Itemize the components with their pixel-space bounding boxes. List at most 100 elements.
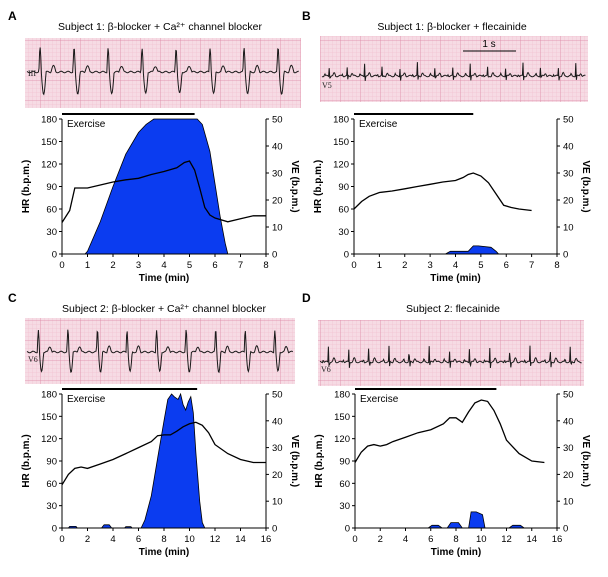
- y-tick-label-left: 60: [46, 205, 57, 216]
- hr-line: [353, 172, 532, 212]
- x-tick-label: 4: [403, 534, 408, 545]
- panel-letter-d: D: [302, 291, 311, 305]
- ve-area: [426, 511, 526, 529]
- y-axis-title-left: HR (b.p.m.): [21, 434, 32, 487]
- y-axis-title-left: HR (b.p.m.): [21, 160, 32, 213]
- y-tick-label-right: 40: [563, 416, 574, 427]
- ecg-strip-c: V6: [25, 318, 295, 384]
- panel-c-title: Subject 2: β-blocker + Ca²⁺ channel bloc…: [62, 303, 266, 315]
- y-tick-label-left: 30: [46, 501, 57, 512]
- x-tick-label: 2: [402, 260, 407, 271]
- y-axis-title-right: VE (b.p.m.): [289, 435, 300, 487]
- y-tick-label-left: 120: [41, 160, 57, 171]
- y-tick-label-right: 0: [563, 250, 568, 261]
- x-tick-label: 16: [552, 534, 563, 545]
- x-tick-label: 3: [136, 260, 141, 271]
- y-tick-label-left: 180: [41, 115, 57, 126]
- x-tick-label: 0: [352, 534, 357, 545]
- x-tick-label: 10: [476, 534, 487, 545]
- y-tick-label-left: 90: [46, 182, 57, 193]
- x-tick-label: 14: [235, 534, 246, 545]
- x-axis-title: Time (min): [431, 547, 481, 558]
- y-axis-title-left: HR (b.p.m.): [314, 434, 325, 487]
- x-axis-title: Time (min): [139, 273, 189, 284]
- y-tick-label-left: 150: [333, 137, 349, 148]
- y-tick-label-left: 180: [334, 390, 350, 401]
- y-axis-title-right: VE (b.p.m.): [580, 435, 591, 487]
- x-tick-label: 8: [263, 260, 268, 271]
- y-tick-label-right: 10: [272, 223, 283, 234]
- exercise-label: Exercise: [360, 394, 399, 405]
- y-tick-label-right: 10: [563, 497, 574, 508]
- x-tick-label: 3: [427, 260, 432, 271]
- x-tick-label: 4: [453, 260, 458, 271]
- y-tick-label-right: 20: [563, 196, 574, 207]
- plot-a: 0 1 2 3 4 5 6 7 8030609012015018001020304050Time…: [21, 113, 300, 284]
- y-tick-label-right: 10: [272, 497, 283, 508]
- y-tick-label-right: 30: [563, 443, 574, 454]
- y-tick-label-left: 120: [334, 434, 350, 445]
- plot-d: 0 2 4 6 8 10 12 14 16030609012015018001020304050…: [314, 388, 591, 558]
- x-tick-label: 0: [59, 260, 64, 271]
- y-tick-label-left: 180: [41, 390, 57, 401]
- panel-a-title: Subject 1: β-blocker + Ca²⁺ channel bloc…: [58, 21, 262, 33]
- hr-line: [61, 421, 266, 486]
- y-tick-label-right: 10: [563, 223, 574, 234]
- y-tick-label-left: 30: [339, 501, 350, 512]
- x-tick-label: 0: [351, 260, 356, 271]
- x-tick-label: 6: [136, 534, 141, 545]
- x-tick-label: 1: [85, 260, 90, 271]
- y-tick-label-left: 90: [46, 457, 57, 468]
- y-tick-label-right: 20: [272, 470, 283, 481]
- x-tick-label: 6: [212, 260, 217, 271]
- panel-d: D Subject 2: flecainide V6 0 2 4 6 8 10 12 14 16…: [302, 291, 591, 558]
- y-tick-label-left: 150: [334, 412, 350, 423]
- x-tick-label: 6: [504, 260, 509, 271]
- y-tick-label-left: 60: [46, 479, 57, 490]
- x-tick-label: 14: [526, 534, 537, 545]
- y-tick-label-right: 40: [272, 142, 283, 153]
- y-tick-label-left: 0: [344, 250, 349, 261]
- x-tick-label: 2: [85, 534, 90, 545]
- ve-area: [445, 245, 500, 255]
- x-axis-title: Time (min): [430, 273, 480, 284]
- y-axis-title-right: VE (b.p.m.): [289, 160, 300, 212]
- y-tick-label-left: 150: [41, 137, 57, 148]
- x-tick-label: 12: [210, 534, 221, 545]
- y-tick-label-left: 0: [52, 250, 57, 261]
- y-tick-label-left: 90: [339, 457, 350, 468]
- y-tick-label-right: 40: [272, 416, 283, 427]
- ecg-lead-label-c: V6: [28, 355, 38, 364]
- y-tick-label-right: 20: [272, 196, 283, 207]
- x-tick-label: 4: [110, 534, 115, 545]
- ecg-lead-label-a: III: [28, 69, 36, 78]
- y-tick-label-right: 30: [272, 169, 283, 180]
- y-axis-title-right: VE (b.p.m.): [580, 160, 591, 212]
- y-tick-label-right: 20: [563, 470, 574, 481]
- y-tick-label-left: 30: [338, 227, 349, 238]
- x-tick-label: 8: [554, 260, 559, 271]
- y-tick-label-left: 120: [41, 434, 57, 445]
- x-tick-label: 5: [187, 260, 192, 271]
- panel-d-title: Subject 2: flecainide: [406, 303, 500, 315]
- scale-bar-label: 1 s: [482, 39, 495, 50]
- x-tick-label: 4: [161, 260, 166, 271]
- y-tick-label-left: 90: [338, 182, 349, 193]
- y-tick-label-right: 0: [272, 250, 277, 261]
- y-tick-label-right: 0: [272, 524, 277, 535]
- y-tick-label-right: 0: [563, 524, 568, 535]
- x-tick-label: 2: [110, 260, 115, 271]
- y-axis-title-left: HR (b.p.m.): [313, 160, 324, 213]
- x-tick-label: 7: [238, 260, 243, 271]
- exercise-label: Exercise: [67, 394, 106, 405]
- panel-a: A Subject 1: β-blocker + Ca²⁺ channel bl…: [8, 9, 301, 284]
- y-tick-label-right: 50: [272, 115, 283, 126]
- ve-area: [84, 118, 229, 255]
- panel-c: C Subject 2: β-blocker + Ca²⁺ channel bl…: [8, 291, 300, 558]
- y-tick-label-left: 60: [339, 479, 350, 490]
- exercise-label: Exercise: [359, 119, 398, 130]
- ecg-strip-a: III: [25, 38, 301, 108]
- x-tick-label: 8: [453, 534, 458, 545]
- panel-letter-b: B: [302, 9, 311, 23]
